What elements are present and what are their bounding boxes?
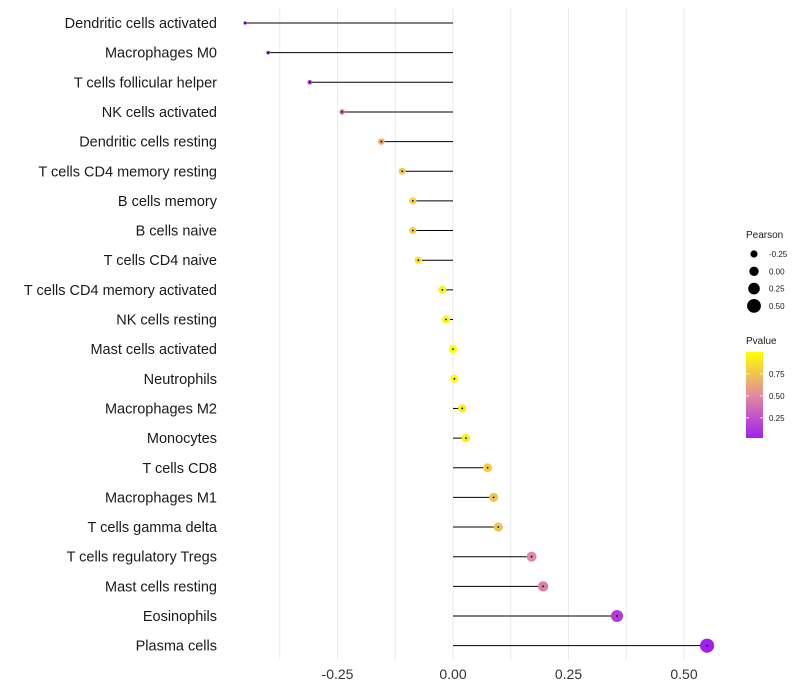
color-legend-bar [746, 352, 763, 438]
color-legend-label: 0.50 [769, 392, 785, 401]
category-label: Eosinophils [143, 609, 217, 625]
point-center [542, 585, 544, 588]
size-legend-label: -0.25 [769, 250, 788, 259]
size-legend-key [750, 250, 758, 258]
point-center [486, 466, 489, 469]
category-label: B cells memory [118, 194, 218, 210]
point-center [497, 526, 500, 528]
point-center [706, 644, 708, 647]
y-axis-labels: Dendritic cells activated Macrophages M0 T… [24, 16, 218, 655]
size-legend-label: 0.25 [769, 285, 785, 294]
size-legend-label: 0.00 [769, 267, 785, 276]
size-legend-title: Pearson [746, 230, 783, 241]
category-label: Plasma cells [136, 639, 217, 655]
point-center [244, 22, 247, 24]
point-center [530, 555, 533, 558]
x-axis-ticks: -0.25 0.00 0.25 0.50 [322, 666, 698, 682]
category-label: Macrophages M1 [105, 490, 217, 506]
category-label: T cells CD4 memory resting [38, 164, 217, 180]
x-tick-label: 0.50 [670, 666, 697, 682]
category-label: T cells regulatory Tregs [67, 550, 217, 566]
point-center [461, 407, 464, 410]
stems [245, 22, 708, 647]
category-label: Neutrophils [144, 372, 217, 388]
x-tick-label: 0.25 [555, 666, 582, 682]
category-label: NK cells resting [116, 313, 217, 329]
size-legend-label: 0.50 [769, 302, 785, 311]
points [243, 21, 715, 653]
point-center [452, 348, 454, 351]
category-label: T cells gamma delta [88, 520, 218, 536]
category-label: Mast cells activated [90, 342, 217, 358]
point-center [267, 51, 270, 54]
size-legend: Pearson -0.25 0.00 0.25 0.50 [746, 230, 788, 313]
category-label: B cells naive [136, 224, 217, 240]
category-label: Monocytes [147, 431, 217, 447]
category-label: T cells CD4 naive [104, 253, 217, 269]
category-label: Macrophages M2 [105, 401, 217, 417]
category-label: Macrophages M0 [105, 46, 217, 62]
x-tick-label: -0.25 [322, 666, 354, 682]
point-center [465, 437, 467, 439]
point-center [492, 496, 495, 499]
grid-lines [279, 8, 685, 660]
point-center [441, 288, 444, 291]
point-center [445, 318, 447, 321]
point-center [453, 377, 456, 380]
category-label: T cells CD4 memory activated [24, 283, 217, 299]
point-center [401, 170, 404, 173]
point-center [308, 81, 311, 84]
color-legend-label: 0.25 [769, 414, 785, 423]
point-center [417, 259, 420, 262]
point-center [380, 140, 383, 143]
category-label: NK cells activated [102, 105, 217, 121]
size-legend-key [748, 282, 760, 295]
category-label: T cells CD8 [142, 461, 217, 477]
point-center [411, 229, 414, 232]
color-legend-label: 0.75 [769, 370, 785, 379]
x-tick-label: 0.00 [439, 666, 466, 682]
size-legend-key [747, 299, 761, 313]
category-label: Dendritic cells resting [79, 135, 217, 151]
point-center [411, 200, 414, 202]
size-legend-key [749, 266, 759, 276]
point-center [616, 615, 618, 617]
color-legend: Pvalue 0.75 0.50 0.25 [746, 336, 785, 438]
category-label: T cells follicular helper [74, 75, 217, 91]
category-label: Dendritic cells activated [65, 16, 217, 32]
category-label: Mast cells resting [105, 579, 217, 595]
point-center [341, 111, 344, 113]
color-legend-title: Pvalue [746, 336, 777, 347]
